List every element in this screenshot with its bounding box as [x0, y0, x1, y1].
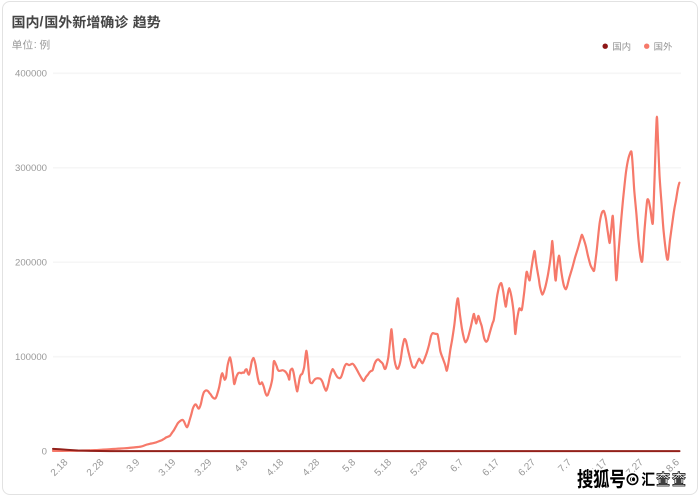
svg-text:5.28: 5.28 [409, 457, 431, 479]
svg-text:3.29: 3.29 [193, 457, 215, 479]
svg-text:200000: 200000 [15, 258, 47, 269]
svg-text:400000: 400000 [15, 69, 47, 80]
svg-text:4.8: 4.8 [233, 457, 251, 475]
svg-text:100000: 100000 [15, 352, 47, 363]
svg-text:2.28: 2.28 [85, 457, 107, 479]
svg-text:/: / [40, 13, 44, 29]
svg-text:6.17: 6.17 [480, 457, 502, 479]
svg-text:6.7: 6.7 [449, 457, 467, 475]
svg-text:300000: 300000 [15, 163, 47, 174]
svg-text:6.27: 6.27 [516, 457, 538, 479]
svg-text:4.18: 4.18 [265, 457, 287, 479]
svg-text:5.8: 5.8 [341, 457, 359, 475]
svg-text:5.18: 5.18 [373, 457, 395, 479]
svg-text:3.9: 3.9 [125, 457, 143, 475]
svg-text::: : [34, 39, 37, 51]
svg-text:0: 0 [42, 446, 47, 457]
svg-text:4.28: 4.28 [301, 457, 323, 479]
svg-text:7.7: 7.7 [556, 457, 574, 475]
svg-text:3.19: 3.19 [157, 457, 179, 479]
svg-text:2.18: 2.18 [49, 457, 71, 479]
